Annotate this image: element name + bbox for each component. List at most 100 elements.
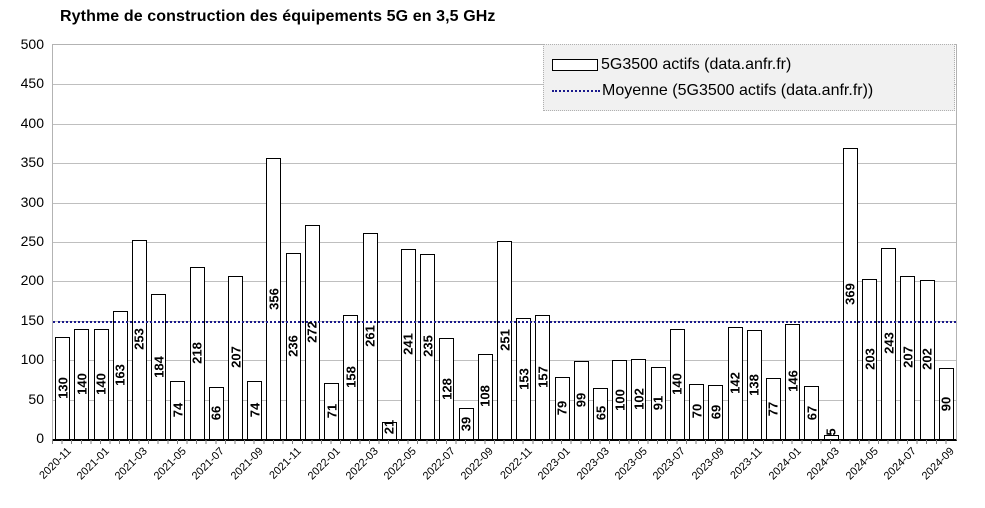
bar-value-label: 5	[823, 428, 839, 436]
bar-2021-02	[112, 310, 128, 439]
bar-2024-05	[862, 279, 878, 439]
bar-value-label: 74	[170, 402, 186, 418]
y-tick-label: 350	[20, 154, 44, 171]
legend-label-mean: Moyenne (5G3500 actifs (data.anfr.fr))	[602, 81, 874, 99]
bar-2022-04	[381, 422, 397, 439]
bar-2021-06	[189, 267, 205, 439]
bar-value-label: 140	[669, 372, 685, 395]
y-tick-label: 200	[20, 272, 44, 289]
bar-2022-10	[497, 241, 512, 439]
bar-2023-04	[612, 360, 628, 439]
bar-value-label: 202	[919, 348, 935, 371]
bar-value-label: 207	[228, 346, 244, 369]
bar-2021-10	[266, 158, 282, 439]
y-tick-label: 0	[36, 430, 44, 446]
bar-2023-12	[765, 378, 781, 439]
bar-2022-01	[324, 383, 340, 439]
bar-value-label: 128	[439, 377, 455, 400]
bar-2021-04	[151, 294, 167, 439]
bar-value-label: 253	[131, 328, 147, 351]
bar-2022-02	[343, 314, 359, 439]
bar-value-label: 67	[804, 405, 820, 420]
bar-2024-08	[919, 279, 935, 439]
bar-value-label: 140	[74, 372, 90, 395]
bar-2024-03	[823, 435, 839, 439]
bar-value-label: 108	[477, 385, 493, 408]
bar-value-label: 142	[727, 372, 743, 394]
bar-2022-08	[458, 408, 474, 439]
y-tick-label: 150	[20, 311, 44, 328]
bar-value-label: 261	[362, 325, 378, 348]
bar-2023-08	[689, 383, 705, 439]
bar-value-label: 102	[631, 387, 647, 410]
bar-2022-06	[420, 253, 436, 439]
bar-2022-09	[477, 353, 493, 439]
bar-value-label: 251	[497, 329, 512, 351]
bar-2024-04	[842, 148, 858, 439]
bar-value-label: 241	[400, 333, 416, 355]
bar-2020-12	[74, 328, 90, 439]
bar-value-label: 158	[343, 365, 359, 388]
legend-item-mean: Moyenne (5G3500 actifs (data.anfr.fr))	[552, 82, 954, 100]
legend: 5G3500 actifs (data.anfr.fr) Moyenne (5G…	[543, 44, 955, 111]
bar-series-swatch	[552, 58, 598, 71]
gridline-y-350	[53, 163, 956, 165]
bar-value-label: 39	[458, 416, 474, 431]
bar-2023-02	[573, 361, 589, 439]
bar-value-label: 356	[266, 287, 282, 310]
gridline-y-400	[53, 123, 956, 125]
bar-value-label: 77	[765, 401, 781, 416]
bar-value-label: 243	[881, 332, 897, 355]
bar-value-label: 218	[189, 342, 205, 364]
bar-value-label: 207	[900, 346, 916, 369]
bar-2024-02	[804, 386, 820, 439]
bar-value-label: 163	[112, 363, 128, 386]
bar-2021-01	[93, 328, 109, 439]
bar-value-label: 138	[746, 373, 762, 396]
y-tick-label: 400	[20, 114, 44, 131]
bar-2023-09	[708, 384, 724, 439]
bar-value-label: 236	[285, 335, 301, 357]
bar-value-label: 91	[650, 395, 666, 411]
bar-value-label: 184	[151, 355, 167, 378]
y-tick-label: 300	[20, 193, 44, 210]
bar-2022-05	[400, 249, 416, 439]
mean-line	[53, 320, 956, 323]
bar-value-label: 21	[381, 419, 397, 435]
bar-2024-06	[881, 247, 897, 439]
chart-title: Rythme de construction des équipements 5…	[60, 8, 496, 25]
bar-2023-05	[631, 358, 647, 439]
bar-value-label: 90	[938, 396, 954, 411]
bar-value-label: 235	[420, 335, 436, 358]
bar-2024-01	[785, 323, 801, 439]
bar-value-label: 66	[208, 405, 224, 421]
bar-value-label: 79	[554, 400, 570, 416]
bar-2022-03	[362, 233, 378, 439]
bar-2024-09	[938, 368, 954, 439]
bar-2024-07	[900, 275, 916, 439]
y-tick-label: 100	[20, 351, 44, 368]
legend-label-bars: 5G3500 actifs (data.anfr.fr)	[601, 55, 792, 73]
y-tick-label: 50	[28, 390, 44, 407]
bar-2021-03	[131, 239, 147, 439]
gridline-y-300	[53, 202, 956, 204]
bar-2023-01	[554, 376, 570, 439]
bar-2022-07	[439, 338, 455, 439]
bar-value-label: 69	[708, 404, 724, 420]
bar-2021-12	[304, 224, 320, 439]
bar-value-label: 203	[862, 348, 878, 370]
bar-2022-12	[535, 315, 551, 439]
bar-2021-09	[247, 380, 263, 439]
bar-value-label: 74	[247, 402, 263, 418]
bar-2023-03	[593, 387, 609, 439]
bar-2022-11	[516, 318, 532, 439]
bar-value-label: 272	[304, 320, 320, 343]
bar-value-label: 65	[593, 406, 609, 421]
bar-2023-11	[746, 330, 762, 439]
bar-2021-07	[208, 387, 224, 439]
bar-value-label: 146	[785, 370, 801, 393]
y-tick-label: 250	[20, 233, 44, 249]
bar-value-label: 99	[573, 392, 589, 408]
bar-2023-07	[669, 328, 685, 439]
